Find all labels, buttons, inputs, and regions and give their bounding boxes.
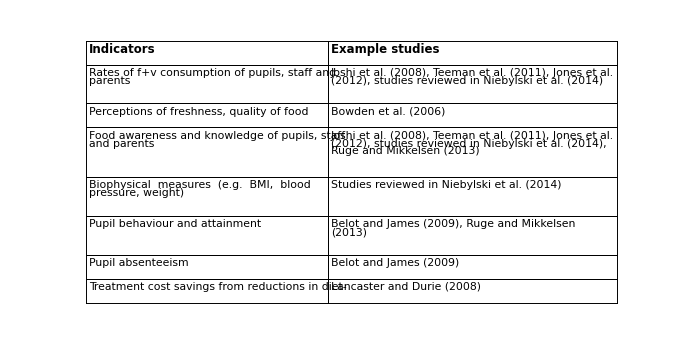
Text: Belot and James (2009), Ruge and Mikkelsen: Belot and James (2009), Ruge and Mikkels… (331, 219, 576, 229)
Text: Bowden et al. (2006): Bowden et al. (2006) (331, 107, 445, 117)
Text: Pupil absenteeism: Pupil absenteeism (89, 258, 189, 268)
Text: parents: parents (89, 76, 130, 86)
Text: Joshi et al. (2008), Teeman et al. (2011), Jones et al.: Joshi et al. (2008), Teeman et al. (2011… (331, 131, 614, 141)
Text: Pupil behaviour and attainment: Pupil behaviour and attainment (89, 219, 261, 229)
Text: Rates of f+v consumption of pupils, staff and: Rates of f+v consumption of pupils, staf… (89, 68, 336, 78)
Text: (2013): (2013) (331, 227, 367, 237)
Text: Lancaster and Durie (2008): Lancaster and Durie (2008) (331, 282, 481, 292)
Text: Example studies: Example studies (331, 44, 439, 56)
Text: (2012), studies reviewed in Niebylski et al. (2014),: (2012), studies reviewed in Niebylski et… (331, 138, 606, 149)
Text: Indicators: Indicators (89, 44, 156, 56)
Text: Food awareness and knowledge of pupils, staff: Food awareness and knowledge of pupils, … (89, 131, 345, 141)
Text: Treatment cost savings from reductions in diet-: Treatment cost savings from reductions i… (89, 282, 346, 292)
Text: Perceptions of freshness, quality of food: Perceptions of freshness, quality of foo… (89, 107, 309, 117)
Text: and parents: and parents (89, 138, 154, 149)
Text: Studies reviewed in Niebylski et al. (2014): Studies reviewed in Niebylski et al. (20… (331, 181, 561, 190)
Text: Ruge and Mikkelsen (2013): Ruge and Mikkelsen (2013) (331, 147, 480, 156)
Text: (2012), studies reviewed in Niebylski et al. (2014): (2012), studies reviewed in Niebylski et… (331, 76, 603, 86)
Text: pressure, weight): pressure, weight) (89, 188, 184, 198)
Text: Joshi et al. (2008), Teeman et al. (2011), Jones et al.: Joshi et al. (2008), Teeman et al. (2011… (331, 68, 614, 78)
Text: Biophysical  measures  (e.g.  BMI,  blood: Biophysical measures (e.g. BMI, blood (89, 181, 311, 190)
Text: Belot and James (2009): Belot and James (2009) (331, 258, 459, 268)
